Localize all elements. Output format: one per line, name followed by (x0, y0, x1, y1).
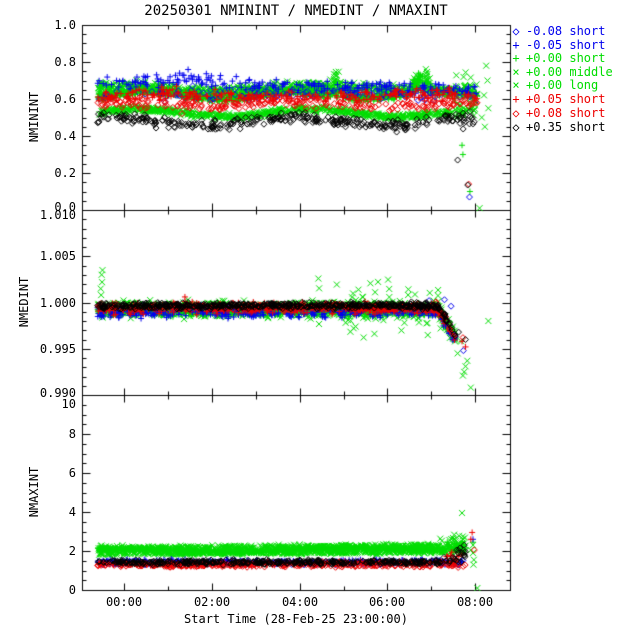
legend-label: +0.00 long (526, 78, 599, 92)
legend-item: + +0.05 short (508, 93, 605, 106)
plus-marker-icon: + (512, 92, 520, 106)
plus-marker-icon: + (512, 51, 520, 65)
legend-item: + -0.05 short (508, 39, 605, 52)
cross-marker-icon: × (512, 78, 520, 92)
ytick-p2-0.995: 0.995 (39, 342, 76, 356)
ytick-p1-1.0: 1.0 (54, 18, 76, 32)
xtick-0200: 02:00 (193, 595, 231, 609)
ytick-p3-8: 8 (68, 427, 76, 441)
ytick-p1-0.2: 0.2 (54, 166, 76, 180)
diamond-marker-icon: ◇ (512, 106, 520, 120)
legend-label: +0.35 short (526, 120, 606, 134)
ytick-p3-10: 10 (61, 397, 76, 411)
legend-item: ◇ +0.35 short (508, 121, 605, 134)
diamond-marker-icon: ◇ (512, 24, 520, 38)
legend-item: + +0.00 short (508, 52, 605, 65)
legend-item: × +0.00 middle (508, 65, 613, 79)
legend-label: +0.05 short (526, 92, 606, 106)
xtick-0000: 00:00 (105, 595, 143, 609)
x-axis-label: Start Time (28-Feb-25 23:00:00) (184, 612, 408, 626)
plus-marker-icon: + (512, 38, 520, 52)
ytick-p3-2: 2 (68, 544, 76, 558)
legend-label: +0.08 short (526, 106, 606, 120)
ytick-p3-4: 4 (68, 505, 76, 519)
legend-label: -0.05 short (526, 38, 606, 52)
cross-marker-icon: × (512, 65, 520, 79)
xtick-0600: 06:00 (368, 595, 406, 609)
ytick-p3-0: 0 (68, 583, 76, 597)
legend-item: × +0.00 long (508, 79, 598, 92)
xtick-0800: 08:00 (456, 595, 494, 609)
legend-label: +0.00 short (526, 51, 606, 65)
ytick-p2-1.010: 1.010 (39, 208, 76, 222)
ytick-p3-6: 6 (68, 466, 76, 480)
legend-label: -0.08 short (526, 24, 606, 38)
legend-item: ◇ +0.08 short (508, 107, 605, 120)
ytick-p1-0.0: 0.0 (54, 200, 76, 214)
ytick-p1-0.8: 0.8 (54, 55, 76, 69)
diamond-marker-icon: ◇ (512, 120, 520, 134)
legend-item: ◇ -0.08 short (508, 25, 605, 38)
ytick-p1-0.4: 0.4 (54, 129, 76, 143)
ytick-p2-1.005: 1.005 (39, 249, 76, 263)
ytick-p2-0.990: 0.990 (39, 386, 76, 400)
ytick-p1-0.6: 0.6 (54, 92, 76, 106)
xtick-0400: 04:00 (281, 595, 319, 609)
ytick-p2-1.000: 1.000 (39, 296, 76, 310)
chart-title: 20250301 NMININT / NMEDINT / NMAXINT (144, 3, 448, 19)
legend-label: +0.00 middle (526, 65, 613, 79)
